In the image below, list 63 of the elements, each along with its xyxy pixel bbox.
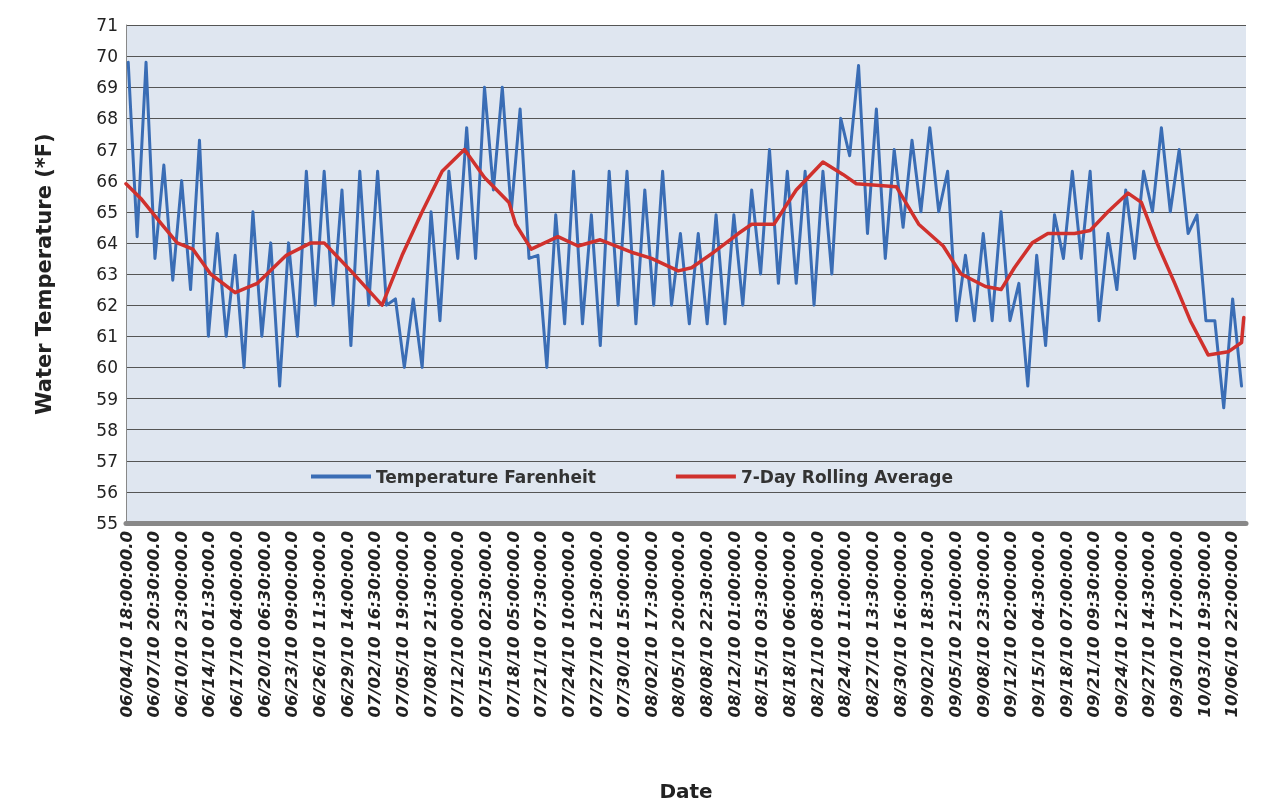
x-tick-label: 08/12/10 01:00:00.0	[724, 531, 744, 718]
x-tick-label: 07/21/10 07:30:00.0	[531, 531, 551, 718]
x-tick-label: 09/30/10 17:00:00.0	[1167, 531, 1187, 718]
y-axis-title: Water Temperature (*F)	[31, 133, 56, 415]
x-tick-label: 06/14/10 01:30:00.0	[199, 531, 219, 718]
y-tick-label: 57	[96, 450, 118, 471]
x-tick-label: 08/05/10 20:00:00.0	[669, 531, 689, 718]
y-tick-label: 60	[96, 357, 118, 378]
y-tick-label: 56	[96, 481, 118, 502]
x-tick-label: 07/30/10 15:00:00.0	[614, 531, 634, 718]
y-tick-label: 69	[96, 77, 118, 98]
y-tick-label: 64	[96, 232, 118, 253]
x-tick-label: 10/06/10 22:00:00.0	[1222, 531, 1242, 718]
x-tick-label: 07/15/10 02:30:00.0	[475, 531, 495, 718]
x-tick-label: 08/24/10 11:00:00.0	[835, 531, 855, 718]
x-tick-label: 09/24/10 12:00:00.0	[1111, 531, 1131, 718]
x-tick-label: 07/08/10 21:30:00.0	[420, 531, 440, 718]
y-tick-label: 66	[96, 170, 118, 191]
x-tick-label: 09/15/10 04:30:00.0	[1028, 531, 1048, 718]
x-axis-title: Date	[659, 779, 713, 803]
line-series	[126, 60, 1244, 410]
x-tick-label: 07/02/10 16:30:00.0	[365, 531, 385, 718]
y-tick-label: 62	[96, 295, 118, 316]
x-tick-label: 09/12/10 02:00:00.0	[1001, 531, 1021, 718]
x-tick-label: 07/12/10 00:00:00.0	[448, 531, 468, 718]
y-tick-label: 71	[96, 15, 118, 35]
x-tick-label: 06/29/10 14:00:00.0	[337, 531, 357, 718]
x-tick-label: 06/23/10 09:00:00.0	[282, 531, 302, 718]
legend-label: Temperature Farenheit	[376, 466, 596, 487]
x-tick-label: 08/18/10 06:00:00.0	[780, 531, 800, 718]
y-tick-label: 61	[96, 326, 118, 347]
x-tick-label: 06/07/10 20:30:00.0	[144, 531, 164, 718]
x-tick-label: 07/27/10 12:30:00.0	[586, 531, 606, 718]
y-tick-label: 58	[96, 419, 118, 440]
x-tick-label: 09/08/10 23:30:00.0	[973, 531, 993, 718]
x-tick-label: 08/02/10 17:30:00.0	[641, 531, 661, 718]
x-tick-label: 08/08/10 22:30:00.0	[697, 531, 717, 718]
x-tick-label: 08/21/10 08:30:00.0	[807, 531, 827, 718]
x-tick-label: 09/21/10 09:30:00.0	[1084, 531, 1104, 718]
x-tick-label: 06/04/10 18:00:00.0	[116, 531, 136, 718]
x-tick-label: 09/27/10 14:30:00.0	[1139, 531, 1159, 718]
x-tick-label: 06/26/10 11:30:00.0	[310, 531, 330, 718]
y-tick-label: 55	[96, 513, 118, 533]
y-tick-label: 59	[96, 388, 118, 409]
x-tick-label: 07/05/10 19:00:00.0	[392, 531, 412, 718]
x-tick-label: 09/18/10 07:00:00.0	[1056, 531, 1076, 718]
y-tick-label: 65	[96, 201, 118, 222]
x-tick-label: 07/24/10 10:00:00.0	[558, 531, 578, 718]
x-tick-label: 08/30/10 16:00:00.0	[890, 531, 910, 718]
x-tick-label: 10/03/10 19:30:00.0	[1194, 531, 1214, 718]
x-tick-label: 09/02/10 18:30:00.0	[918, 531, 938, 718]
y-tick-label: 68	[96, 108, 118, 129]
y-tick-label: 70	[96, 46, 118, 67]
x-tick-label: 06/20/10 06:30:00.0	[254, 531, 274, 718]
x-tick-label: 08/27/10 13:30:00.0	[862, 531, 882, 718]
x-tick-label: 06/17/10 04:00:00.0	[227, 531, 247, 718]
y-tick-label: 63	[96, 264, 118, 284]
y-tick-label: 67	[96, 139, 118, 160]
x-tick-label: 07/18/10 05:00:00.0	[503, 531, 523, 718]
x-tick-label: 08/15/10 03:30:00.0	[752, 531, 772, 718]
x-tick-label: 06/10/10 23:00:00.0	[171, 531, 191, 718]
x-tick-label: 09/05/10 21:00:00.0	[945, 531, 965, 718]
legend-label: 7-Day Rolling Average	[740, 466, 953, 487]
